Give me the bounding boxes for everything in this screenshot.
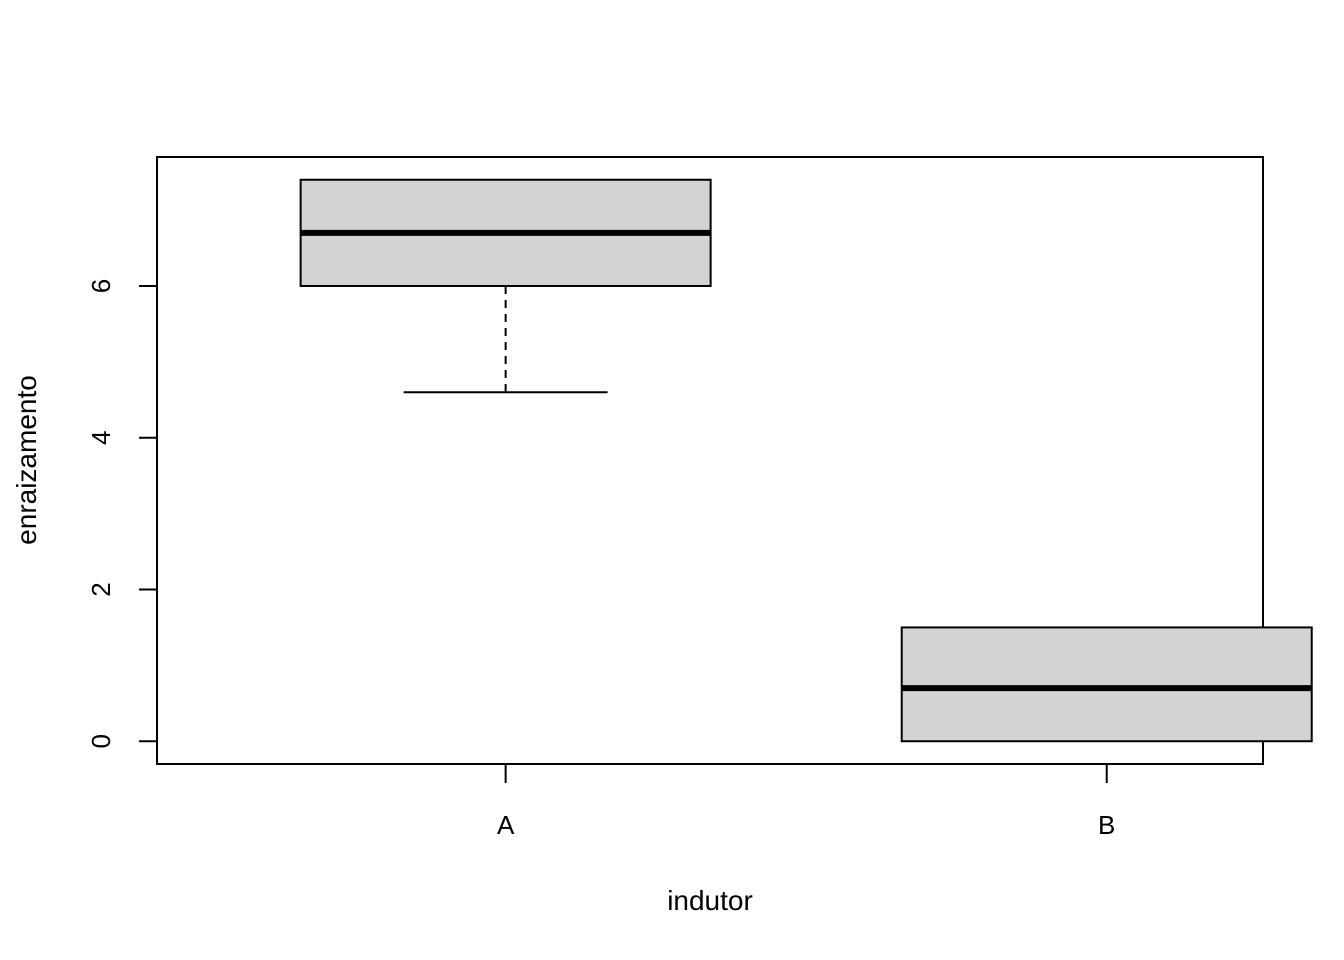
y-axis-title: enraizamento xyxy=(11,375,42,545)
box-B xyxy=(900,626,1313,743)
y-tick-label-4: 4 xyxy=(86,431,116,445)
y-tick-label-0: 0 xyxy=(86,734,116,748)
x-tick-label-A: A xyxy=(497,810,515,840)
x-tick-label-B: B xyxy=(1098,810,1115,840)
y-tick-label-6: 6 xyxy=(86,279,116,293)
y-axis: 0 2 4 6 xyxy=(86,279,158,748)
y-tick-label-2: 2 xyxy=(86,582,116,596)
x-axis-title: indutor xyxy=(667,885,753,916)
boxes xyxy=(299,178,1313,743)
